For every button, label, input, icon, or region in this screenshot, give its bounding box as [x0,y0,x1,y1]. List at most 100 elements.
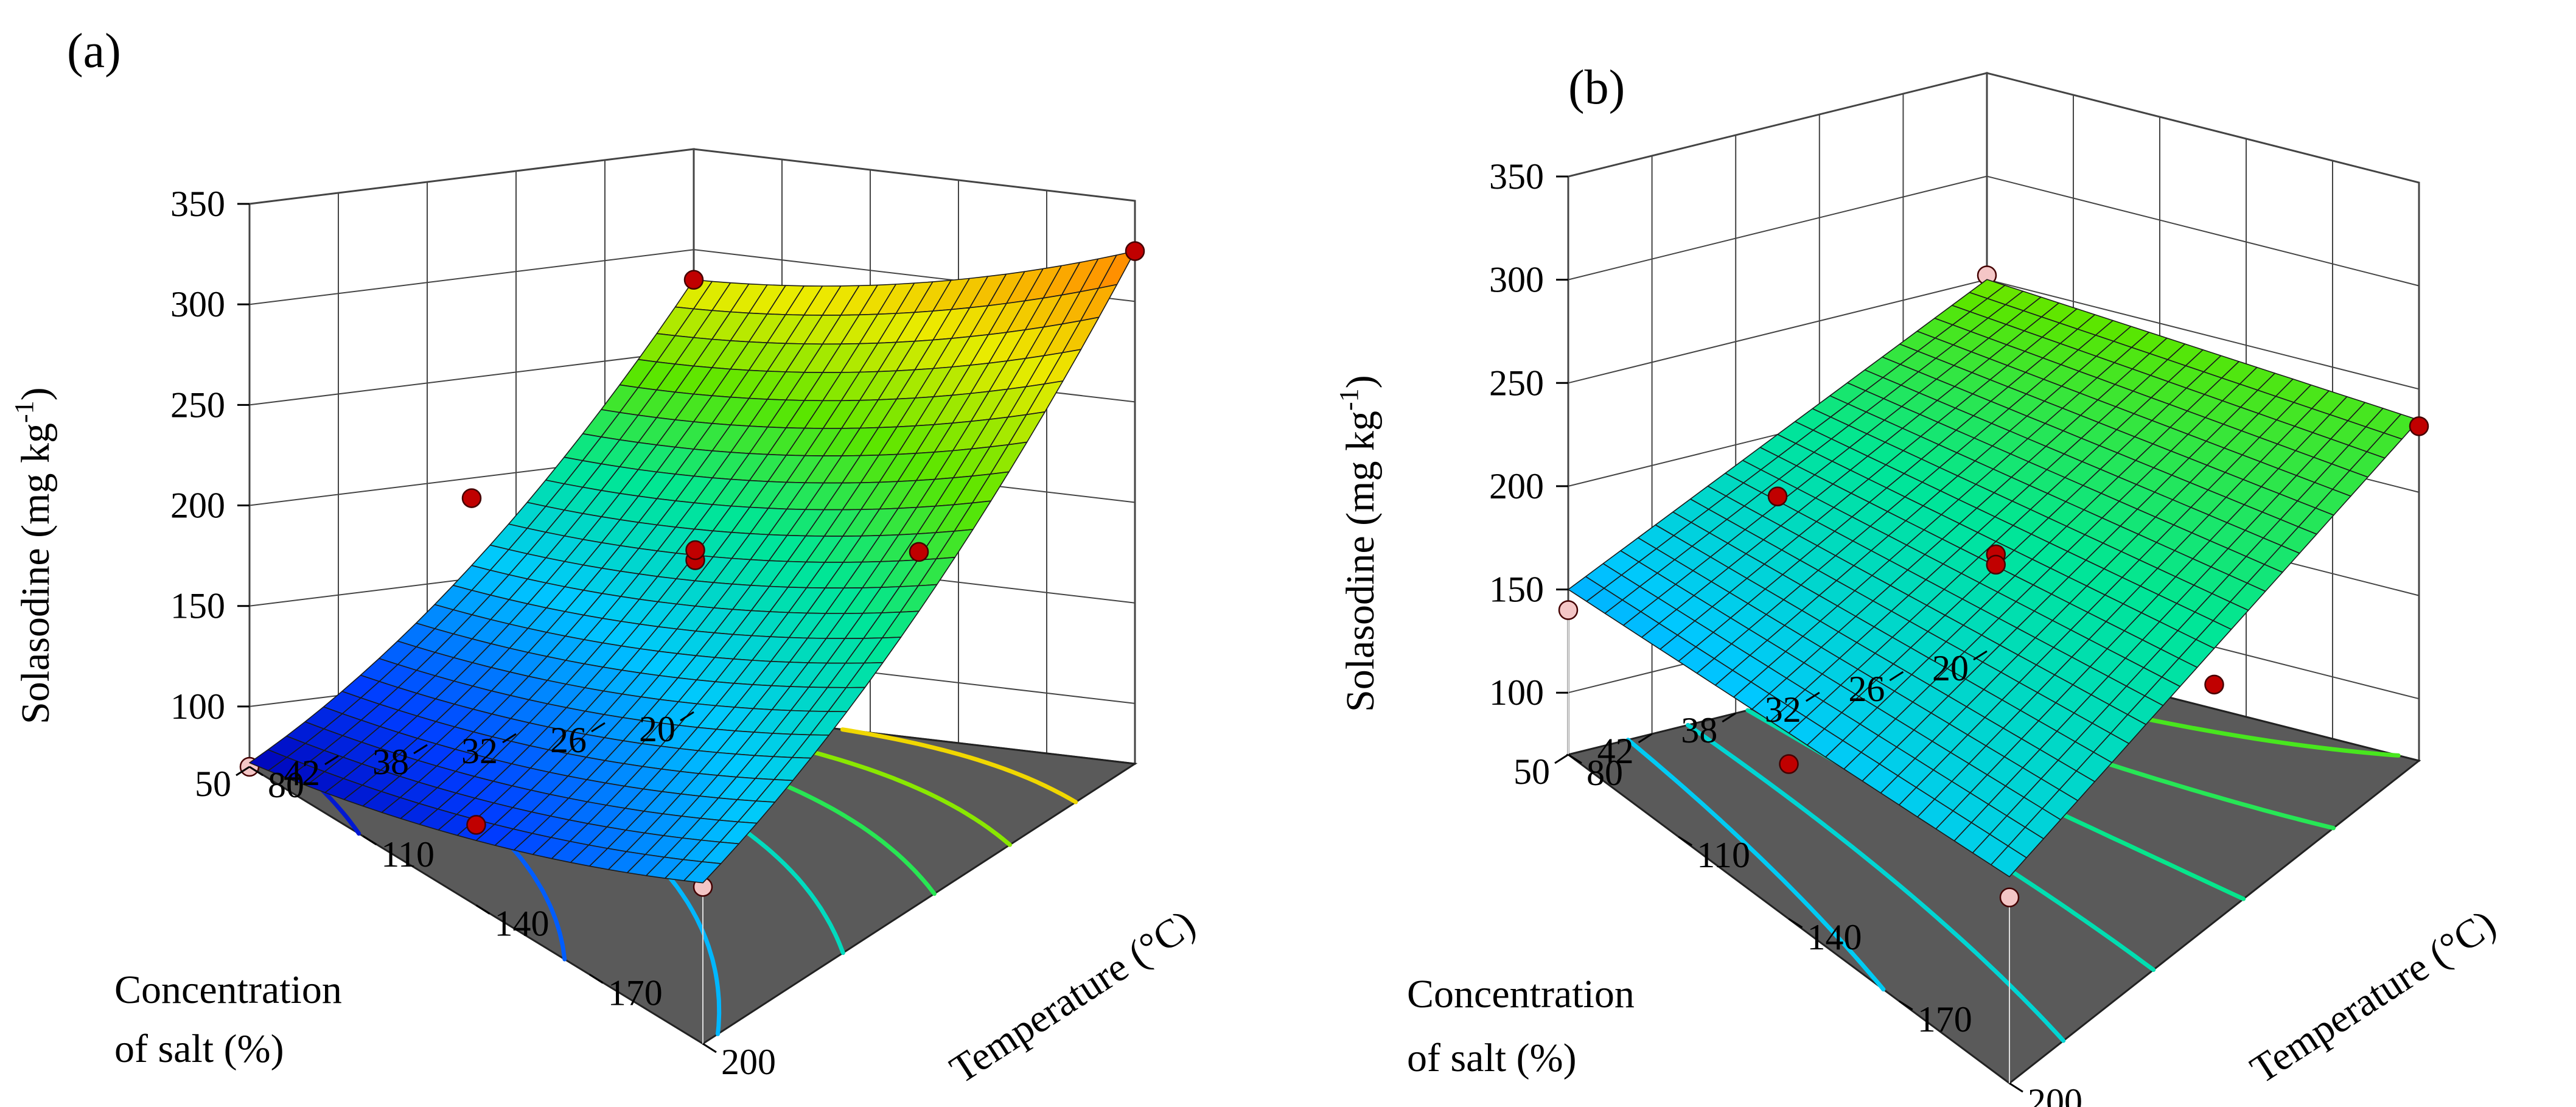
surface-plot-a: 100 150 200 250 300 350 20 26 32 38 42 50 80 110 140 17… [9,24,1203,1092]
x-tick-label: 170 [1918,999,1972,1039]
design-point [1999,887,2020,907]
z-tick-label: 200 [1489,466,1544,506]
x-tick-label: 170 [608,973,663,1013]
x-tick-mark [362,835,377,846]
y-tick-mark [413,744,428,755]
z-axis-title-end-a: ) [13,387,58,400]
y-tick-mark [1805,691,1820,702]
tick-labels-b: 100 150 200 250 300 350 20 26 32 38 42 50 80 110 140 17… [1489,156,2082,1107]
design-point [685,540,705,560]
y-tick-mark [1889,671,1904,682]
response-surface-b [1568,279,2420,878]
design-point [2409,416,2429,436]
design-points-below-b [1558,265,2020,907]
x-tick-label: 140 [495,904,550,944]
floor-contour [840,727,1078,805]
surface-cell [1991,845,2027,878]
floor-contour [1686,722,2066,1043]
design-point [461,488,482,508]
wall-gridline [249,148,1136,204]
design-point [1779,754,1799,774]
x-tick-mark [1568,753,1582,764]
y-tick-label: 32 [1765,690,1801,730]
z-axis-title-sup-b: -1 [1334,388,1364,411]
tick-labels-a: 100 150 200 250 300 350 20 26 32 38 42 50 80 110 140 17… [170,184,776,1082]
y-tick-mark [502,733,517,744]
z-tick-label: 200 [170,486,225,526]
y-tick-label: 32 [461,731,498,771]
y-tick-mark [236,766,250,777]
z-axis-title-b: Solasodine (mg kg-1) [1334,375,1383,712]
x-tick-mark [249,766,264,777]
z-tick-label: 100 [170,686,225,727]
x-tick-label: 80 [1586,753,1623,793]
z-axis-title-end-b: ) [1338,375,1383,388]
z-axis-title-sup-a: -1 [9,400,39,423]
x-tick-label: 110 [1697,835,1750,875]
design-points-above-b [1767,416,2429,774]
y-tick-label: 26 [1848,669,1885,709]
x-axis-title-a: Temperature (°C) [942,901,1202,1092]
design-point-stems-a [702,887,703,1044]
surface-cell [683,861,722,884]
y-tick-label: 42 [1597,731,1634,771]
z-tick-label: 300 [170,284,225,324]
surface-plot-b: 100 150 200 250 300 350 20 26 32 38 42 50 80 110 140 17… [1334,61,2504,1107]
design-point [1986,554,2006,575]
y-tick-mark [680,711,694,722]
wall-gridline [1568,175,2420,287]
x-tick-mark [588,973,604,984]
x-tick-mark [1678,836,1693,847]
z-axis-title-main-b: Solasodine (mg kg [1338,411,1383,712]
z-tick-label: 100 [1489,672,1544,713]
x-tick-label: 110 [381,834,435,875]
y-axis-title-line2-a: of salt (%) [114,1027,284,1071]
y-tick-label: 20 [1932,648,1969,688]
design-point [683,270,704,290]
wall-gridline [1568,72,2420,183]
y-tick-mark [1722,712,1737,723]
design-point [466,815,486,835]
design-point [909,542,929,562]
y-tick-mark [1638,733,1653,744]
floor-contour [1625,738,1886,992]
x-tick-mark [1898,1000,1913,1011]
y-tick-label: 50 [1513,752,1550,792]
x-tick-mark [475,904,490,915]
x-tick-mark [2009,1082,2023,1093]
z-tick-label: 150 [1489,570,1544,610]
panel-label-a: (a) [67,24,121,78]
panel-b: 100 150 200 250 300 350 20 26 32 38 42 50 80 110 140 17… [1288,0,2576,1107]
y-tick-mark [591,722,606,733]
z-tick-label: 350 [1489,156,1544,197]
panel-label-b: (b) [1568,61,1625,114]
design-points-above-a [461,241,1145,835]
design-point [2204,674,2224,695]
x-tick-mark [1788,918,1803,929]
y-tick-label: 38 [1681,710,1717,750]
y-tick-label: 20 [639,709,675,749]
y-tick-label: 50 [195,764,231,804]
z-tick-label: 300 [1489,260,1544,300]
x-tick-label: 200 [2028,1081,2082,1107]
y-axis-title-line1-b: Concentration [1407,972,1635,1016]
x-tick-label: 80 [268,765,304,805]
design-point [1125,241,1145,261]
design-point [1558,600,1579,620]
x-axis-title-b: Temperature (°C) [2243,901,2503,1092]
y-tick-label: 42 [284,753,320,793]
z-axis-title-a: Solasodine (mg kg-1) [9,387,58,724]
y-tick-mark [1554,753,1569,764]
y-tick-label: 38 [372,742,409,782]
y-tick-mark [1973,650,1988,661]
y-axis-title-line2-b: of salt (%) [1407,1036,1577,1080]
y-axis-title-line1-a: Concentration [114,968,342,1012]
z-tick-label: 150 [170,586,225,626]
z-tick-label: 250 [1489,363,1544,403]
y-tick-label: 26 [550,720,587,760]
x-tick-mark [702,1042,717,1053]
x-tick-label: 140 [1807,917,1862,957]
design-point [1767,486,1788,506]
y-tick-mark [324,755,339,766]
z-tick-label: 250 [170,385,225,425]
